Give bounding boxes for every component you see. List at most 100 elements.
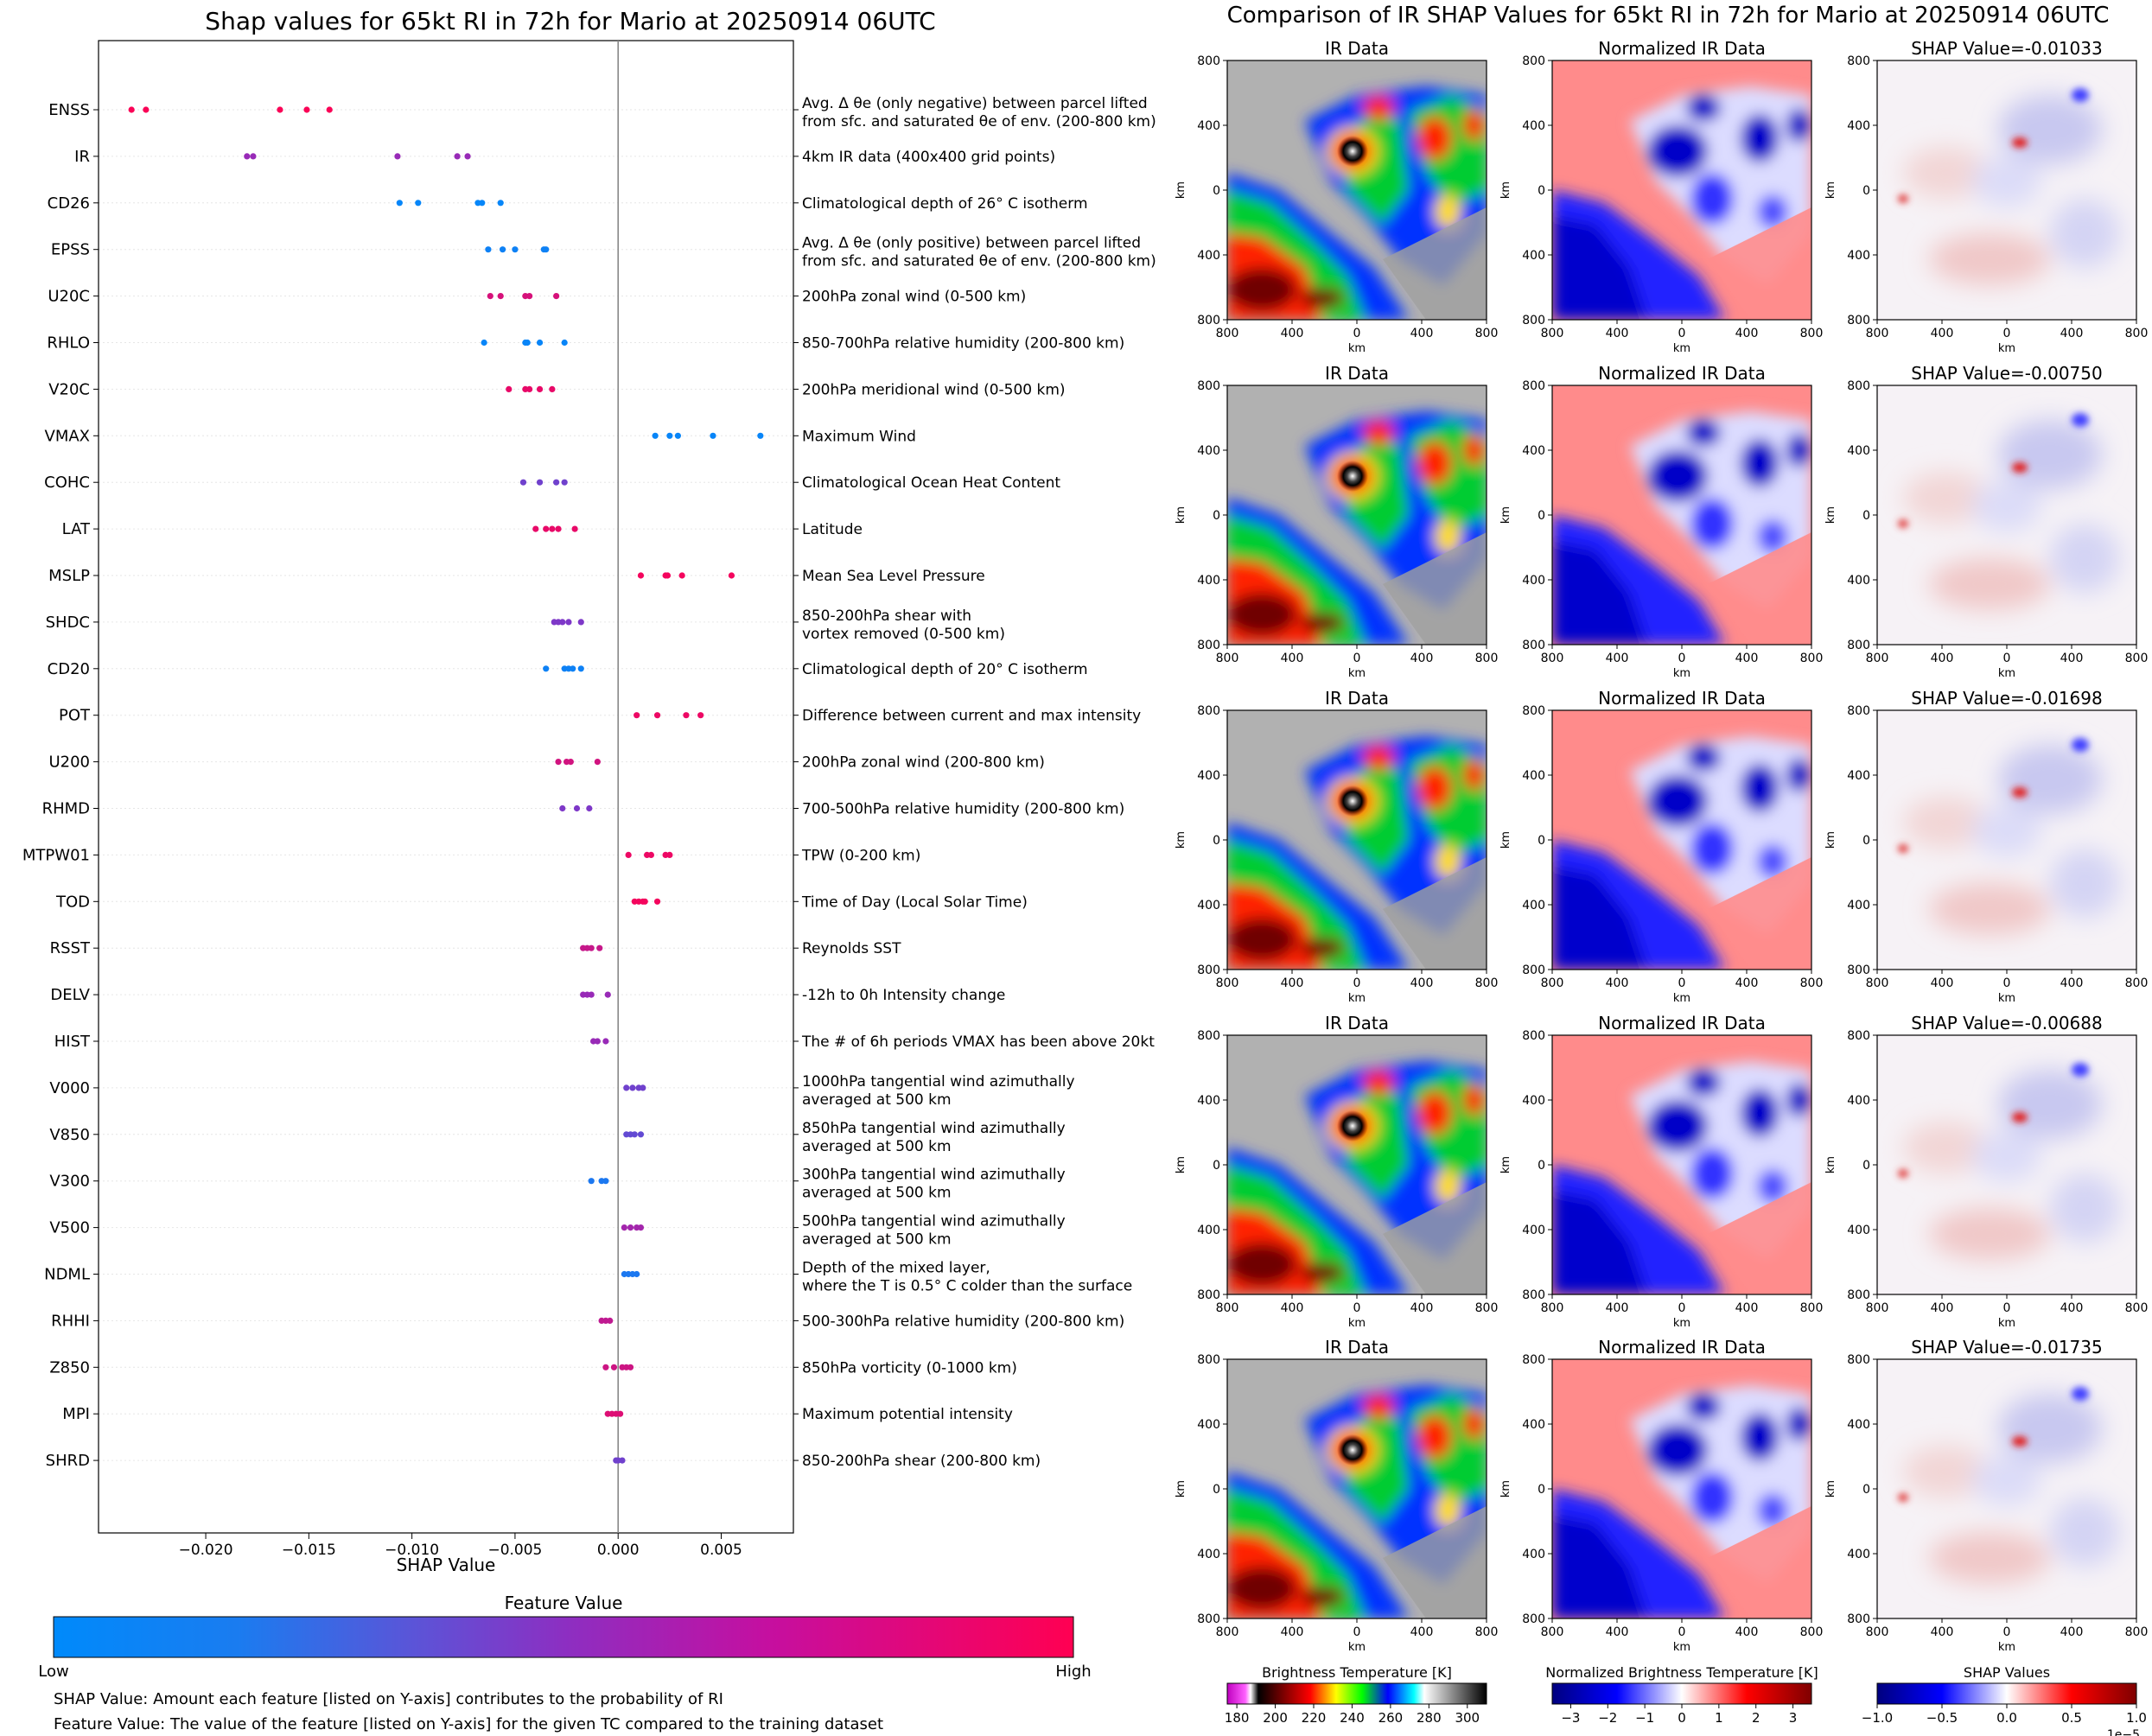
feature-description-v850: 850hPa tangential wind azimuthally	[802, 1120, 1066, 1137]
feature-description-cohc: Climatological Ocean Heat Content	[802, 474, 1060, 492]
panel-y-axis-label: km	[1175, 1156, 1187, 1173]
shap-point-cd20	[570, 665, 576, 672]
colorbar-label: Brightness Temperature [K]	[1262, 1664, 1452, 1681]
x-tick-label: −0.015	[282, 1542, 336, 1559]
feature-description-epss: from sfc. and saturated θe of env. (200-…	[802, 253, 1156, 270]
panel-x-tick-label: 400	[1735, 652, 1759, 665]
panel-x-tick-label: 400	[1410, 1625, 1434, 1639]
feature-label-shdc: SHDC	[46, 614, 90, 632]
shap-point-pot	[653, 712, 661, 719]
feature-description-delv: -12h to 0h Intensity change	[802, 987, 1005, 1004]
feature-description-rhhi: 500-300hPa relative humidity (200-800 km…	[802, 1313, 1124, 1330]
panel-x-tick-label: 400	[1931, 1625, 1954, 1639]
panel-y-tick-label: 0	[1213, 184, 1220, 198]
panel-y-tick-label: 800	[1197, 1353, 1220, 1367]
feature-description-rhmd: 700-500hPa relative humidity (200-800 km…	[802, 801, 1124, 818]
panel-y-tick-label: 400	[1522, 444, 1545, 458]
heatmap-panel-r1-c3: SHAP Value=-0.01033 800 400 0 400 800 km 800 400…	[1824, 38, 2148, 355]
panel-x-tick-label: 0	[2003, 652, 2011, 665]
panel-x-tick-label: 0	[1353, 327, 1361, 340]
shap-point-cd26	[415, 200, 422, 207]
panel-y-tick-label: 400	[1197, 1224, 1220, 1237]
feature-label-v500: V500	[49, 1219, 90, 1237]
panel-y-tick-label: 400	[1522, 574, 1545, 588]
feature-description-rhlo: 850-700hPa relative humidity (200-800 km…	[802, 335, 1124, 353]
shap-point-rhlo	[481, 339, 487, 347]
feature-label-cohc: COHC	[44, 474, 90, 492]
x-tick-label: −0.020	[179, 1542, 233, 1559]
panel-x-axis-label: km	[1998, 667, 2015, 680]
panel-x-tick-label: 800	[1866, 1301, 1889, 1315]
panel-x-tick-label: 400	[2060, 976, 2084, 990]
panel-y-tick-label: 400	[1522, 1094, 1545, 1108]
panel-x-axis-label: km	[1673, 342, 1690, 355]
shap-point-shdc	[565, 619, 572, 626]
colorbar-high-label: High	[1055, 1663, 1091, 1681]
shap-point-epss	[485, 246, 492, 253]
panel-x-axis-label: km	[1673, 1317, 1690, 1330]
heatmap-panel-r2-c2: Normalized IR Data 800 400 0 400 800 km 800 400 0…	[1499, 363, 1823, 680]
shap-point-v850	[637, 1131, 645, 1138]
panel-image	[1877, 1359, 2136, 1618]
feature-label-rhmd: RHMD	[42, 800, 90, 818]
shap-point-ir	[454, 153, 461, 160]
feature-label-v000: V000	[49, 1079, 90, 1097]
panel-y-axis-label: km	[1175, 831, 1187, 849]
colorbar-tick-label: −0.5	[1926, 1710, 1958, 1726]
panel-y-tick-label: 800	[1522, 963, 1545, 977]
feature-label-rhlo: RHLO	[47, 334, 90, 353]
shap-point-tod	[653, 898, 661, 905]
colorbar-tick-label: −1.0	[1862, 1710, 1893, 1726]
panel-x-tick-label: 800	[1475, 976, 1499, 990]
shap-point-u200	[594, 759, 601, 766]
shap-point-lat	[571, 525, 578, 532]
panel-x-tick-label: 400	[1931, 1301, 1954, 1315]
panel-x-tick-label: 400	[1281, 976, 1304, 990]
colorbar-tick-label: 2	[1752, 1710, 1760, 1726]
panel-y-tick-label: 0	[1538, 1159, 1545, 1173]
panel-y-tick-label: 400	[1522, 899, 1545, 913]
panel-y-tick-label: 0	[1538, 1483, 1545, 1497]
panel-x-tick-label: 800	[1541, 1301, 1564, 1315]
shap-point-rhmd	[586, 804, 593, 812]
shap-point-z850	[610, 1364, 618, 1370]
feature-description-tod: Time of Day (Local Solar Time)	[801, 893, 1028, 911]
panel-title: Normalized IR Data	[1598, 38, 1766, 59]
shap-point-u20c	[487, 293, 493, 300]
feature-description-v000: averaged at 500 km	[802, 1091, 952, 1109]
summary-chart-title: Shap values for 65kt RI in 72h for Mario…	[205, 7, 935, 35]
panel-x-tick-label: 400	[1410, 327, 1434, 340]
panel-y-tick-label: 800	[1197, 379, 1220, 393]
panel-y-tick-label: 800	[1522, 704, 1545, 718]
panel-x-tick-label: 0	[1678, 1301, 1686, 1315]
x-tick-label: 0.005	[700, 1542, 742, 1559]
shap-point-cohc	[553, 479, 560, 486]
colorbar-tick-label: 220	[1302, 1710, 1327, 1726]
panel-x-tick-label: 400	[1281, 652, 1304, 665]
feature-description-v300: 300hPa tangential wind azimuthally	[802, 1167, 1066, 1184]
colorbar-2: Normalized Brightness Temperature [K] −3 −…	[1545, 1664, 1818, 1726]
x-tick-label: −0.005	[487, 1542, 542, 1559]
shap-point-rhmd	[573, 804, 581, 812]
panel-x-tick-label: 0	[2003, 1301, 2011, 1315]
heatmap-panel-r5-c3: SHAP Value=-0.01735 800 400 0 400 800 km 800 400…	[1824, 1337, 2148, 1654]
panel-x-tick-label: 400	[2060, 327, 2084, 340]
colorbar-label: Normalized Brightness Temperature [K]	[1545, 1664, 1818, 1681]
shap-point-vmax	[757, 432, 764, 439]
panel-x-tick-label: 400	[1735, 1625, 1759, 1639]
feature-description-v850: averaged at 500 km	[802, 1138, 952, 1155]
colorbar-tick-label: −2	[1598, 1710, 1617, 1726]
feature-description-u20c: 200hPa zonal wind (0-500 km)	[802, 289, 1026, 306]
panel-x-axis-label: km	[1998, 342, 2015, 355]
ir-shap-comparison: Comparison of IR SHAP Values for 65kt RI…	[1175, 3, 2148, 1736]
panel-title: Normalized IR Data	[1598, 1337, 1766, 1358]
panel-y-tick-label: 0	[1862, 1159, 1870, 1173]
shap-point-cd26	[479, 200, 486, 207]
shap-point-mtpw01	[625, 851, 632, 859]
panel-title: IR Data	[1325, 1337, 1389, 1358]
heatmap-panel-r5-c1: IR Data 800 400 0 400 800 km 800 400 0 400 800 km	[1175, 1337, 1498, 1654]
shap-summary-chart: Shap values for 65kt RI in 72h for Mario…	[22, 7, 1156, 1733]
colorbar-tick-label: 0.5	[2061, 1710, 2082, 1726]
panel-x-tick-label: 0	[2003, 1625, 2011, 1639]
panel-y-tick-label: 800	[1847, 639, 1870, 652]
